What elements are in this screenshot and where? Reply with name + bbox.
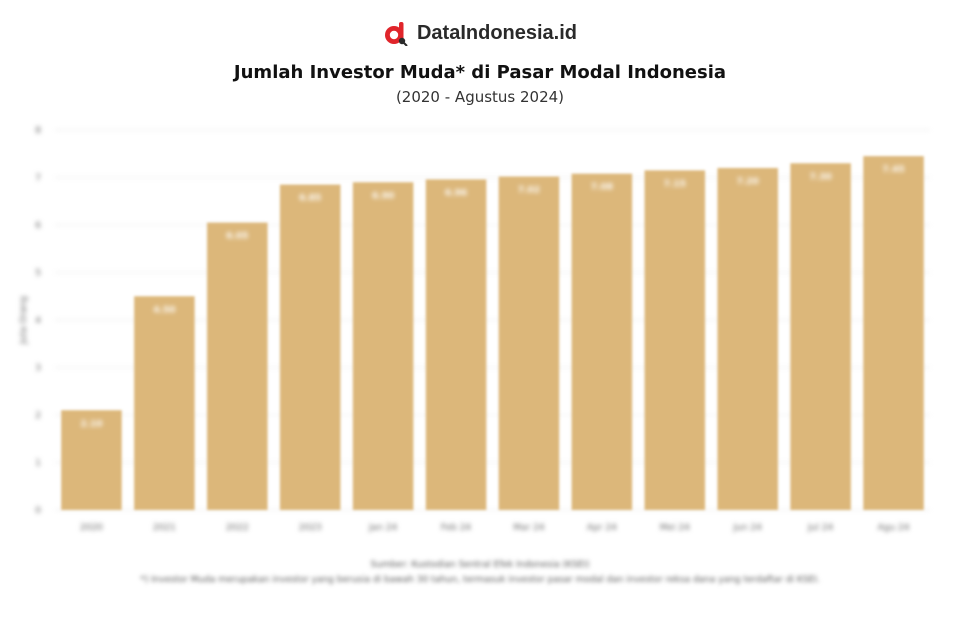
y-tick-label: 2 <box>35 411 41 421</box>
data-label: 6.85 <box>299 194 321 204</box>
bar <box>498 176 560 511</box>
axis-labels: 0 1 2 3 4 5 6 7 8 Juta Orang 2.10 2020 4.50 2021 6.05 2… <box>19 126 910 533</box>
brand-name: DataIndonesia.id <box>416 21 578 44</box>
data-label: 7.15 <box>664 179 686 189</box>
bar <box>352 182 414 510</box>
y-tick-label: 3 <box>35 364 41 374</box>
bar <box>425 179 487 510</box>
bar <box>571 173 633 510</box>
x-tick-label: 2023 <box>299 523 322 533</box>
bar <box>644 170 706 510</box>
grid-lines <box>55 129 930 511</box>
x-tick-label: 2020 <box>80 523 103 533</box>
bar <box>61 410 122 510</box>
brand-header: DataIndonesia.id <box>0 20 960 46</box>
y-axis-label: Juta Orang <box>19 296 29 345</box>
data-label: 7.02 <box>518 186 540 196</box>
data-label: 7.08 <box>591 183 613 193</box>
x-tick-label: Feb 24 <box>441 523 472 533</box>
y-tick-label: 0 <box>35 506 41 516</box>
x-tick-label: Mar 24 <box>513 523 545 533</box>
data-label: 6.96 <box>445 188 467 198</box>
y-tick-label: 4 <box>35 316 41 326</box>
x-tick-label: Jan 24 <box>368 523 397 533</box>
x-tick-label: Apr 24 <box>587 523 617 533</box>
x-tick-label: 2022 <box>226 523 249 533</box>
data-label: 6.90 <box>372 191 394 201</box>
x-tick-label: Jun 24 <box>733 523 763 533</box>
data-label: 2.10 <box>80 419 102 429</box>
bar <box>279 184 341 510</box>
x-tick-label: 2021 <box>153 523 176 533</box>
y-tick-label: 1 <box>35 459 41 469</box>
chart-footnote: *) Investor Muda merupakan investor yang… <box>140 575 820 585</box>
data-label: 7.30 <box>810 172 832 182</box>
chart-subtitle: (2020 - Agustus 2024) <box>395 88 565 106</box>
data-label: 6.05 <box>226 232 248 242</box>
bar <box>134 296 195 510</box>
bar <box>790 163 851 510</box>
chart-source: Sumber: Kustodian Sentral Efek Indonesia… <box>370 560 590 570</box>
bar-chart: 0 1 2 3 4 5 6 7 8 Juta Orang 2.10 2020 4.50 2021 6.05 2… <box>19 126 930 533</box>
y-tick-label: 6 <box>35 221 41 231</box>
data-label: 7.20 <box>737 177 759 187</box>
data-indonesia-logo-icon <box>384 22 408 46</box>
y-tick-label: 8 <box>35 126 41 136</box>
bar <box>863 156 924 510</box>
x-tick-label: Mei 24 <box>660 523 690 533</box>
data-label: 4.50 <box>153 305 175 315</box>
bar <box>207 222 268 510</box>
data-label: 7.45 <box>882 165 904 175</box>
bar <box>717 168 778 510</box>
bars <box>61 156 924 511</box>
chart-title: Jumlah Investor Muda* di Pasar Modal Ind… <box>233 62 727 83</box>
y-tick-label: 7 <box>35 174 41 184</box>
y-tick-label: 5 <box>35 269 41 279</box>
x-tick-label: Jul 24 <box>807 523 833 533</box>
x-tick-label: Agu 24 <box>878 523 910 533</box>
